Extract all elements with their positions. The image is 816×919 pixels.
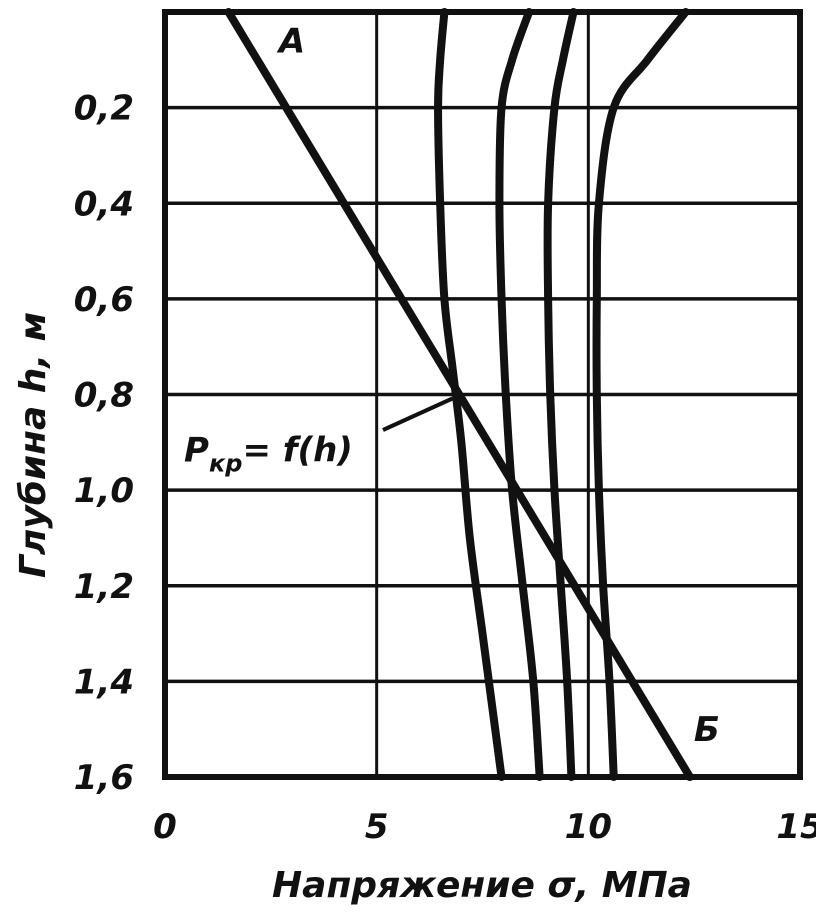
y-tick-label-5: 1,2 bbox=[74, 567, 134, 607]
annotation-pkr: Pкр= f(h) bbox=[184, 430, 353, 477]
series-line-1 bbox=[434, 8, 506, 781]
x-tick-label-3: 15 bbox=[776, 807, 816, 847]
series-line-2 bbox=[495, 8, 544, 781]
y-tick-label-4: 1,0 bbox=[74, 471, 134, 511]
y-tick-label-6: 1,4 bbox=[74, 662, 134, 702]
y-tick-label-3: 0,8 bbox=[74, 376, 134, 416]
annotation-pkr-leader bbox=[382, 396, 454, 432]
annotation-a: А bbox=[276, 22, 305, 62]
y-tick-label-2: 0,6 bbox=[74, 280, 134, 320]
plot-frame bbox=[162, 9, 803, 780]
x-tick-label-2: 10 bbox=[565, 807, 612, 847]
x-tick-label-1: 5 bbox=[365, 807, 389, 847]
x-tick-labels: 0 5 10 15 bbox=[153, 807, 816, 847]
y-tick-label-0: 0,2 bbox=[74, 89, 134, 129]
x-tick-label-0: 0 bbox=[153, 807, 177, 847]
y-tick-label-7: 1,6 bbox=[74, 758, 134, 798]
y-axis-label: Глубина h, м bbox=[13, 312, 54, 578]
series-line-3 bbox=[543, 8, 578, 781]
series-group bbox=[224, 8, 694, 781]
grid bbox=[165, 12, 800, 777]
annotation-b: Б bbox=[694, 710, 720, 750]
x-axis-label: Напряжение σ, МПа bbox=[272, 865, 692, 906]
y-tick-label-1: 0,4 bbox=[74, 184, 134, 224]
annotations: А Б Pкр= f(h) bbox=[184, 22, 720, 751]
series-line-5 bbox=[224, 8, 694, 781]
y-tick-labels: 0,2 0,4 0,6 0,8 1,0 1,2 1,4 1,6 bbox=[74, 89, 134, 798]
